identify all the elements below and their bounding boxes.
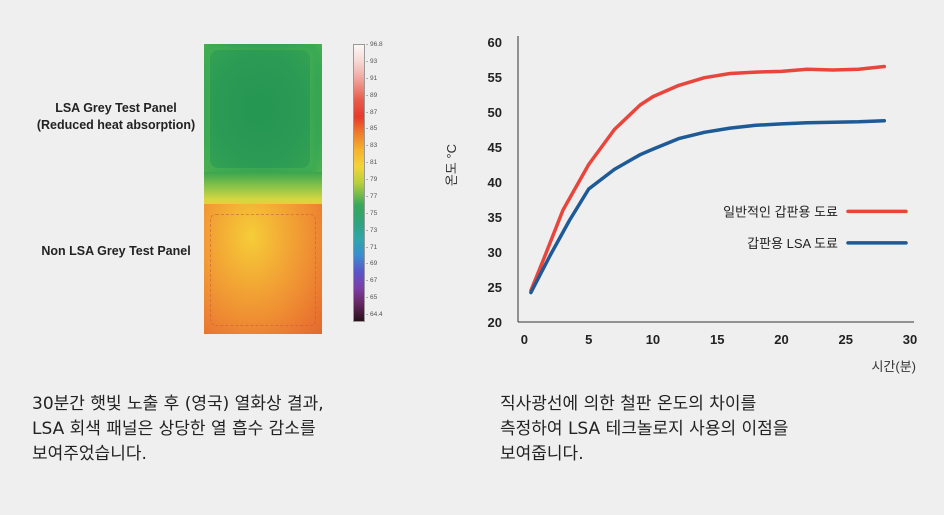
y-tick-label: 50	[488, 105, 502, 120]
color-scale-tick: - 89	[366, 91, 378, 99]
color-scale-tick: - 75	[366, 209, 378, 217]
x-tick-label: 25	[839, 332, 853, 347]
color-scale-tick: - 71	[366, 243, 378, 251]
temperature-color-scale	[353, 44, 365, 322]
left-caption-line3: 보여주었습니다.	[32, 444, 147, 464]
left-caption: 30분간 햇빛 노출 후 (영국) 열화상 결과, LSA 회색 패널은 상당한…	[32, 392, 324, 467]
top-panel-label-line1: LSA Grey Test Panel	[55, 101, 177, 115]
color-scale-tick: - 64.4	[366, 311, 383, 318]
color-scale-tick: - 91	[366, 74, 378, 82]
x-tick-labels: 0 5 10 15 20 25 30	[521, 332, 917, 347]
color-scale-tick: - 65	[366, 294, 378, 302]
y-tick-label: 35	[488, 210, 502, 225]
y-tick-label: 55	[488, 70, 502, 85]
color-scale-tick: - 79	[366, 176, 378, 183]
color-scale-tick: - 83	[366, 142, 378, 150]
x-tick-label: 0	[521, 332, 528, 347]
legend-label-2: 갑판용 LSA 도료	[747, 236, 838, 251]
y-tick-label: 30	[488, 245, 502, 260]
color-scale-tick: - 93	[366, 57, 378, 65]
thermal-image	[204, 44, 322, 334]
thermal-bottom-panel	[204, 204, 322, 334]
thermal-top-panel-inner	[210, 50, 310, 168]
series-line-1	[529, 64, 887, 293]
x-tick-label: 10	[646, 332, 660, 347]
y-tick-label: 60	[488, 35, 502, 50]
chart-axes	[517, 36, 914, 323]
y-axis-label: 온도 °C	[444, 144, 459, 186]
series-lines	[529, 64, 887, 295]
top-panel-label: LSA Grey Test Panel (Reduced heat absorp…	[16, 100, 216, 134]
y-tick-label: 40	[488, 175, 502, 190]
bottom-panel-label: Non LSA Grey Test Panel	[16, 243, 216, 260]
color-scale-tick: - 67	[366, 277, 378, 285]
right-caption-line1: 직사광선에 의한 철판 온도의 차이를	[500, 394, 757, 414]
y-tick-label: 20	[488, 315, 502, 330]
x-axis-label: 시간(분)	[871, 359, 916, 374]
left-caption-line1: 30분간 햇빛 노출 후 (영국) 열화상 결과,	[32, 394, 324, 414]
color-scale-tick: - 96.8	[366, 41, 383, 48]
color-scale-tick: - 77	[366, 192, 378, 200]
x-tick-label: 30	[903, 332, 917, 347]
thermal-top-panel	[204, 44, 322, 194]
x-tick-label: 15	[710, 332, 724, 347]
left-caption-line2: LSA 회색 패널은 상당한 열 흡수 감소를	[32, 419, 316, 439]
color-scale-tick: - 73	[366, 226, 378, 234]
top-panel-label-line2: (Reduced heat absorption)	[36, 118, 196, 132]
line-chart: 20 25 30 35 40 45 50 55 60 0 5 10 15 20 25 30 일반적인 갑판용…	[444, 35, 917, 374]
legend-label-1: 일반적인 갑판용 도료	[723, 204, 838, 219]
color-scale-tick: - 69	[366, 260, 378, 268]
color-scale-tick: - 81	[366, 159, 378, 167]
right-caption: 직사광선에 의한 철판 온도의 차이를 측정하여 LSA 테크놀로지 사용의 이…	[500, 392, 788, 467]
y-tick-labels: 20 25 30 35 40 45 50 55 60	[488, 35, 502, 330]
bottom-panel-label-text: Non LSA Grey Test Panel	[41, 244, 191, 258]
right-caption-line2: 측정하여 LSA 테크놀로지 사용의 이점을	[500, 419, 789, 439]
y-tick-label: 25	[488, 280, 502, 295]
color-scale-tick: - 87	[366, 108, 378, 116]
series-line-2	[529, 119, 887, 295]
x-tick-label: 5	[585, 332, 592, 347]
right-caption-line3: 보여줍니다.	[500, 444, 584, 464]
x-tick-label: 20	[774, 332, 788, 347]
color-scale-tick: - 85	[366, 125, 378, 133]
thermal-bottom-panel-inner	[210, 214, 316, 326]
y-tick-label: 45	[488, 140, 502, 155]
